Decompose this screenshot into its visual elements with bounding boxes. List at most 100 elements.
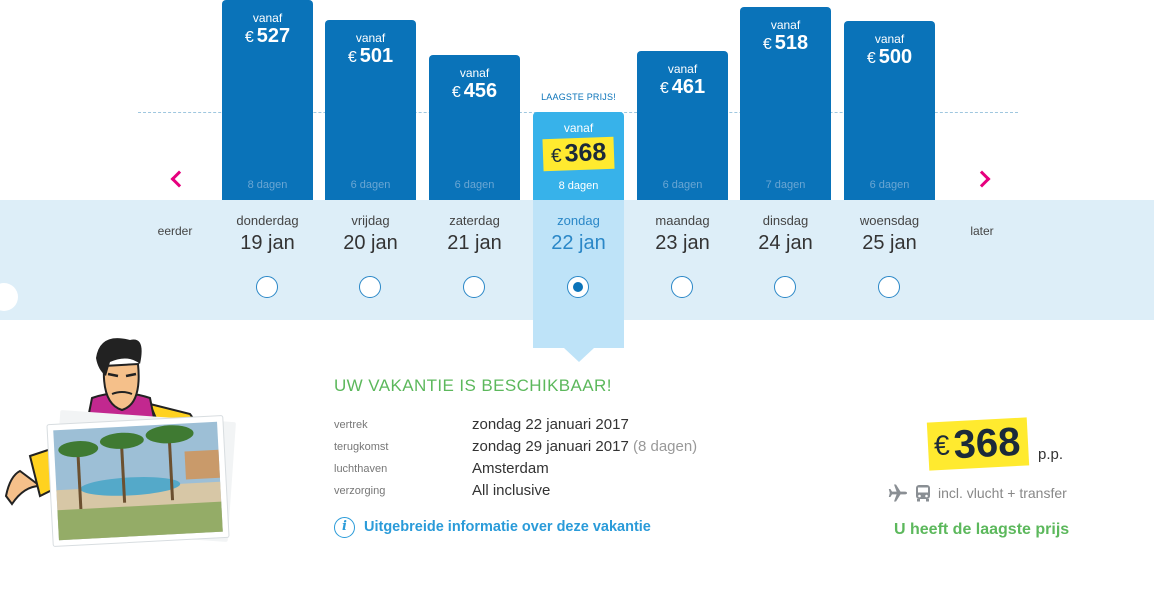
price-bar[interactable]: vanaf €456 6 dagen bbox=[429, 55, 520, 200]
duration-label: 7 dagen bbox=[765, 179, 806, 191]
price-bar-chart: vanaf €527 8 dagen vanaf €501 6 dagen vanaf €45… bbox=[0, 0, 1154, 200]
from-label: vanaf bbox=[563, 121, 594, 135]
bar-price: €456 bbox=[429, 80, 520, 104]
date-column[interactable]: zaterdag 21 jan bbox=[429, 212, 520, 256]
currency-symbol: € bbox=[933, 429, 951, 462]
chevron-right-icon[interactable] bbox=[974, 168, 994, 190]
date-radio[interactable] bbox=[774, 276, 796, 298]
currency-symbol: € bbox=[659, 80, 669, 97]
price-bar[interactable]: vanaf €461 6 dagen bbox=[637, 51, 728, 200]
from-label: vanaf bbox=[667, 62, 698, 76]
detail-row: verzorging All inclusive bbox=[334, 482, 754, 504]
price-value: 500 bbox=[878, 46, 913, 68]
price-value: 456 bbox=[463, 80, 498, 102]
info-icon: i bbox=[334, 516, 355, 538]
included-services: incl. vlucht + transfer bbox=[888, 484, 1067, 502]
date-label: 22 jan bbox=[551, 232, 606, 254]
price-amount: 368 bbox=[952, 419, 1022, 467]
selected-column-highlight bbox=[533, 200, 624, 348]
bar-price: €501 bbox=[325, 45, 416, 69]
date-label: 23 jan bbox=[655, 232, 710, 254]
date-column[interactable]: woensdag 25 jan bbox=[844, 212, 935, 256]
chevron-left-icon[interactable] bbox=[166, 168, 186, 190]
duration-label: 6 dagen bbox=[454, 179, 495, 191]
price-highlight: € 368 bbox=[926, 417, 1030, 471]
detail-label: luchthaven bbox=[334, 463, 388, 475]
weekday-label: donderdag bbox=[236, 213, 299, 228]
detail-row: terugkomst zondag 29 januari 2017 (8 dage… bbox=[334, 438, 754, 460]
weekday-label: zondag bbox=[557, 213, 600, 228]
weekday-label: maandag bbox=[655, 213, 710, 228]
currency-symbol: € bbox=[762, 36, 772, 53]
later-button[interactable]: later bbox=[970, 224, 994, 238]
bus-icon bbox=[916, 485, 930, 502]
detail-extra: (8 dagen) bbox=[632, 438, 698, 455]
lowest-price-label: LAAGSTE PRIJS! bbox=[541, 92, 616, 102]
more-info-text: Uitgebreide informatie over deze vakanti… bbox=[364, 519, 651, 535]
date-column[interactable]: zondag 22 jan bbox=[533, 212, 624, 256]
bar-price: €500 bbox=[844, 46, 935, 70]
price-bar[interactable]: vanaf €527 8 dagen bbox=[222, 0, 313, 200]
price-value: 368 bbox=[563, 138, 607, 168]
duration-label: 6 dagen bbox=[662, 179, 703, 191]
date-radio[interactable] bbox=[463, 276, 485, 298]
date-label: 21 jan bbox=[447, 232, 502, 254]
date-label: 25 jan bbox=[862, 232, 917, 254]
earlier-button[interactable]: eerder bbox=[157, 224, 193, 238]
per-person-label: p.p. bbox=[1038, 446, 1064, 463]
detail-label: vertrek bbox=[334, 419, 368, 431]
bar-price: €368 bbox=[542, 136, 615, 172]
detail-value-wrap: zondag 22 januari 2017 bbox=[472, 416, 629, 433]
from-label: vanaf bbox=[770, 18, 801, 32]
weekday-label: vrijdag bbox=[351, 213, 390, 228]
price-bar[interactable]: vanaf €368 8 dagen bbox=[533, 112, 624, 200]
date-radio[interactable] bbox=[878, 276, 900, 298]
detail-row: vertrek zondag 22 januari 2017 bbox=[334, 416, 754, 438]
currency-symbol: € bbox=[550, 145, 562, 167]
date-column[interactable]: vrijdag 20 jan bbox=[325, 212, 416, 256]
currency-symbol: € bbox=[347, 49, 357, 66]
detail-value: zondag 22 januari 2017 bbox=[472, 416, 629, 433]
date-radio[interactable] bbox=[671, 276, 693, 298]
currency-symbol: € bbox=[451, 84, 461, 101]
from-label: vanaf bbox=[355, 31, 386, 45]
currency-symbol: € bbox=[244, 29, 254, 46]
price-value: 501 bbox=[359, 45, 394, 67]
price-bar[interactable]: vanaf €518 7 dagen bbox=[740, 7, 831, 200]
date-radio[interactable] bbox=[359, 276, 381, 298]
from-label: vanaf bbox=[459, 66, 490, 80]
included-text: incl. vlucht + transfer bbox=[938, 485, 1067, 501]
duration-label: 6 dagen bbox=[869, 179, 910, 191]
lowest-price-message: U heeft de laagste prijs bbox=[894, 521, 1070, 538]
more-info-link[interactable]: i Uitgebreide informatie over deze vakan… bbox=[334, 516, 651, 538]
price-value: 518 bbox=[774, 32, 809, 54]
date-column[interactable]: donderdag 19 jan bbox=[222, 212, 313, 256]
detail-label: terugkomst bbox=[334, 441, 389, 453]
date-radio[interactable] bbox=[256, 276, 278, 298]
detail-value: zondag 29 januari 2017 bbox=[472, 438, 629, 455]
price-bar[interactable]: vanaf €501 6 dagen bbox=[325, 20, 416, 200]
mascot-illustration bbox=[4, 338, 236, 547]
bar-price: €527 bbox=[222, 25, 313, 49]
detail-row: luchthaven Amsterdam bbox=[334, 460, 754, 482]
from-label: vanaf bbox=[252, 11, 283, 25]
date-label: 19 jan bbox=[240, 232, 295, 254]
date-column[interactable]: dinsdag 24 jan bbox=[740, 212, 831, 256]
duration-label: 6 dagen bbox=[350, 179, 391, 191]
price-value: 527 bbox=[256, 25, 291, 47]
currency-symbol: € bbox=[866, 50, 876, 67]
availability-title: UW VAKANTIE IS BESCHIKBAAR! bbox=[334, 376, 612, 395]
bar-price: €461 bbox=[637, 76, 728, 100]
detail-value: All inclusive bbox=[472, 482, 551, 499]
selected-column-pointer bbox=[564, 348, 594, 362]
plane-icon bbox=[888, 484, 907, 502]
from-label: vanaf bbox=[874, 32, 905, 46]
weekday-label: woensdag bbox=[859, 213, 920, 228]
weekday-label: dinsdag bbox=[762, 213, 809, 228]
date-label: 24 jan bbox=[758, 232, 813, 254]
date-radio[interactable] bbox=[567, 276, 589, 298]
detail-value: Amsterdam bbox=[472, 460, 549, 477]
detail-value-wrap: Amsterdam bbox=[472, 460, 549, 477]
date-column[interactable]: maandag 23 jan bbox=[637, 212, 728, 256]
price-bar[interactable]: vanaf €500 6 dagen bbox=[844, 21, 935, 200]
